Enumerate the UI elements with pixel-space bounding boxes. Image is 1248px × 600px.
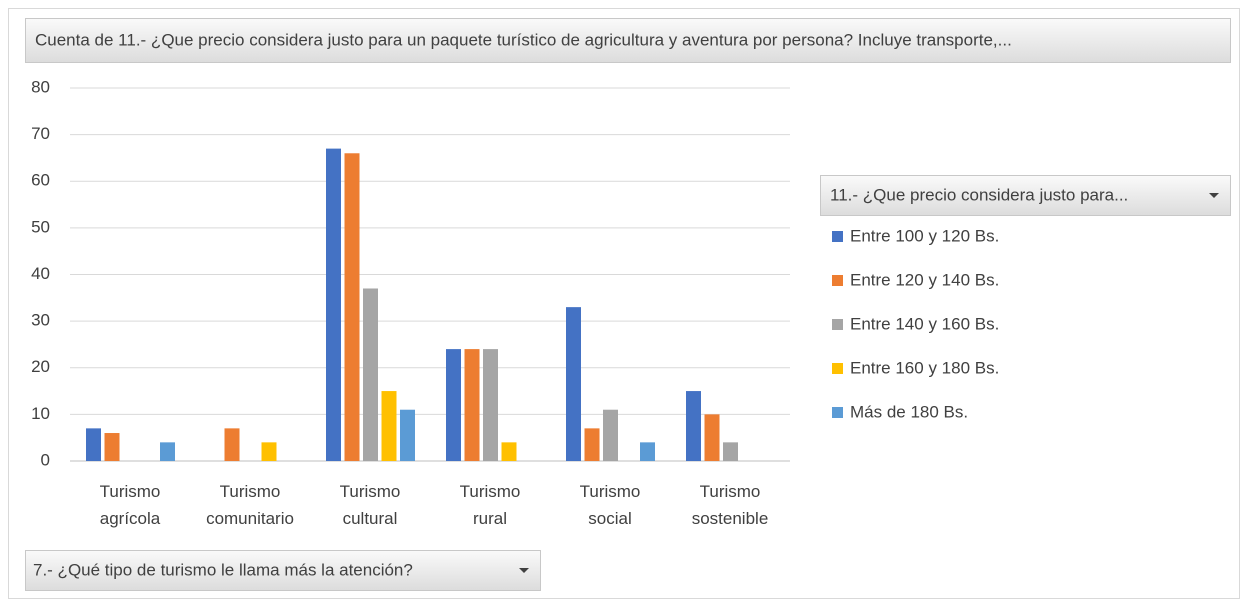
dropdown-arrow — [1209, 193, 1219, 198]
bar — [344, 153, 360, 461]
legend-title: 11.- ¿Que precio considera justo para... — [830, 185, 1128, 204]
y-tick-label: 80 — [31, 77, 50, 96]
x-tick-label: Turismo agrícola — [100, 482, 161, 528]
bar — [640, 442, 655, 461]
bar — [326, 148, 341, 462]
bar — [584, 428, 600, 461]
bar — [686, 391, 701, 461]
legend-swatch — [832, 275, 843, 286]
x-field-button[interactable] — [25, 550, 541, 591]
bar — [224, 428, 240, 461]
y-tick-label: 0 — [41, 450, 50, 469]
x-tick-label: Turismo rural — [460, 482, 521, 528]
bar — [160, 442, 175, 461]
legend-swatch — [832, 231, 843, 242]
legend-swatch — [832, 363, 843, 374]
x-tick-label: Turismo comunitario — [206, 482, 294, 528]
bar — [363, 288, 378, 461]
bar — [723, 442, 738, 461]
legend-label: Entre 100 y 120 Bs. — [850, 226, 999, 245]
x-tick-label: Turismo social — [580, 482, 641, 528]
legend-swatch — [832, 319, 843, 330]
bar — [483, 349, 498, 461]
legend-label: Más de 180 Bs. — [850, 402, 968, 421]
y-tick-label: 20 — [31, 357, 50, 376]
y-tick-label: 50 — [31, 217, 50, 236]
x-tick-label: Turismo sostenible — [692, 482, 769, 528]
legend-label: Entre 120 y 140 Bs. — [850, 270, 999, 289]
bar — [86, 428, 101, 461]
legend-label: Entre 140 y 160 Bs. — [850, 314, 999, 333]
y-tick-label: 40 — [31, 264, 50, 283]
x-field-label: 7.- ¿Qué tipo de turismo le llama más la… — [33, 560, 413, 579]
bar — [400, 409, 415, 461]
chart-border — [8, 8, 1240, 599]
bar — [104, 433, 120, 461]
y-tick-label: 10 — [31, 404, 50, 423]
bar — [603, 409, 618, 461]
y-tick-label: 30 — [31, 311, 50, 330]
chart-title: Cuenta de 11.- ¿Que precio considera jus… — [35, 30, 1012, 49]
bar — [704, 414, 720, 461]
title-field-button[interactable] — [25, 18, 1231, 63]
legend-swatch — [832, 407, 843, 418]
legend-field-button[interactable] — [820, 175, 1231, 216]
bar — [566, 307, 581, 461]
bar — [501, 442, 517, 461]
y-tick-label: 60 — [31, 171, 50, 190]
bar — [464, 349, 480, 461]
x-tick-label: Turismo cultural — [340, 482, 401, 528]
bar — [381, 391, 397, 461]
legend-label: Entre 160 y 180 Bs. — [850, 358, 999, 377]
bar — [261, 442, 277, 461]
bar — [446, 349, 461, 461]
y-tick-label: 70 — [31, 124, 50, 143]
dropdown-arrow — [519, 568, 529, 573]
